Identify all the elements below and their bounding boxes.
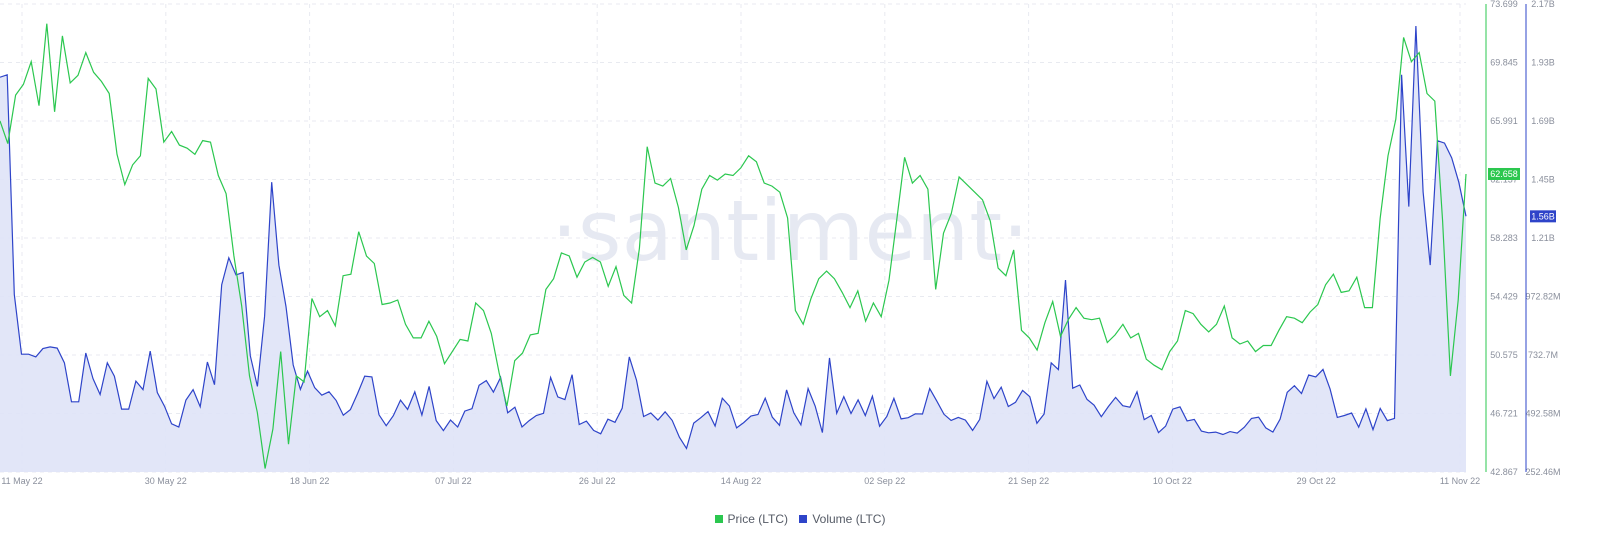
y-right-tick-label: 732.7M <box>1528 350 1558 360</box>
x-tick-label: 21 Sep 22 <box>1008 476 1049 486</box>
volume-last-badge <box>1530 210 1556 223</box>
volume-line <box>0 25 1467 450</box>
watermark: ·santiment· <box>551 182 1029 280</box>
y-right-tick-label: 252.46M <box>1525 467 1560 477</box>
price-last-badge <box>1488 167 1520 180</box>
volume-swatch-icon <box>799 515 808 523</box>
legend-label-price: Price (LTC) <box>727 512 788 526</box>
x-tick-label: 10 Oct 22 <box>1153 476 1192 486</box>
y-right-tick-label: 1.21B <box>1531 233 1555 243</box>
x-tick-label: 18 Jun 22 <box>290 476 330 486</box>
y-right-tick-label: 1.93B <box>1531 58 1555 68</box>
value-badges: 62.658 1.56B <box>1488 167 1556 223</box>
y-left-tick-label: 54.429 <box>1490 292 1518 302</box>
x-tick-label: 11 May 22 <box>1 476 42 486</box>
volume-area <box>0 26 1466 472</box>
y-left-tick-label: 73.699 <box>1490 0 1518 9</box>
legend-label-volume: Volume (LTC) <box>812 512 886 526</box>
y-left-tick-label: 69.845 <box>1490 58 1518 68</box>
y-left-tick-label: 65.991 <box>1490 116 1518 126</box>
y-left-tick-label: 46.721 <box>1490 409 1518 419</box>
x-tick-label: 02 Sep 22 <box>864 476 905 486</box>
x-tick-label: 11 Nov 22 <box>1440 476 1480 486</box>
price-last-value: 62.658 <box>1490 169 1518 179</box>
x-tick-label: 26 Jul 22 <box>579 476 616 486</box>
price-line <box>0 23 1467 469</box>
x-tick-label: 14 Aug 22 <box>721 476 762 486</box>
y-right-tick-label: 1.45B <box>1531 175 1555 185</box>
legend-item-price[interactable]: Price (LTC) <box>714 512 788 526</box>
x-tick-label: 07 Jul 22 <box>435 476 472 486</box>
plot-area <box>0 23 1467 472</box>
y-left-tick-label: 42.867 <box>1490 467 1518 477</box>
y-left-tick-label: 50.575 <box>1490 350 1518 360</box>
price-swatch-icon <box>714 515 723 523</box>
axes: 73.6992.17B69.8451.93B65.9911.69B62.1371… <box>1 0 1560 486</box>
y-right-tick-label: 1.69B <box>1531 116 1555 126</box>
y-left-tick-label: 58.283 <box>1490 233 1518 243</box>
volume-last-value: 1.56B <box>1531 211 1555 221</box>
x-tick-label: 30 May 22 <box>145 476 187 486</box>
legend: Price (LTC) Volume (LTC) <box>0 512 1600 526</box>
y-right-tick-label: 492.58M <box>1525 409 1560 419</box>
x-tick-label: 29 Oct 22 <box>1297 476 1336 486</box>
y-right-tick-label: 2.17B <box>1531 0 1555 9</box>
legend-item-volume[interactable]: Volume (LTC) <box>799 512 885 526</box>
y-right-tick-label: 972.82M <box>1525 292 1560 302</box>
